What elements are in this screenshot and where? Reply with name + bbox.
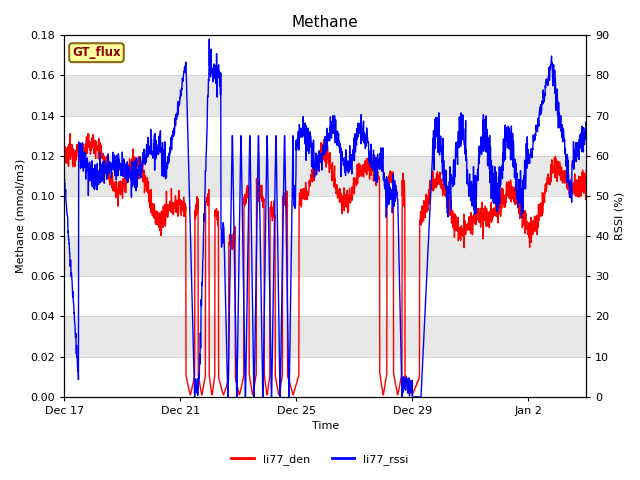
Bar: [65, 75, 586, 116]
Bar: [65, 316, 586, 357]
X-axis label: Time: Time: [312, 421, 339, 432]
Bar: [65, 156, 586, 196]
Text: GT_flux: GT_flux: [72, 46, 121, 59]
Y-axis label: Methane (mmol/m3): Methane (mmol/m3): [15, 159, 25, 273]
Title: Methane: Methane: [292, 15, 358, 30]
Y-axis label: RSSI (%): RSSI (%): [615, 192, 625, 240]
Bar: [65, 236, 586, 276]
Legend: li77_den, li77_rssi: li77_den, li77_rssi: [227, 450, 413, 469]
